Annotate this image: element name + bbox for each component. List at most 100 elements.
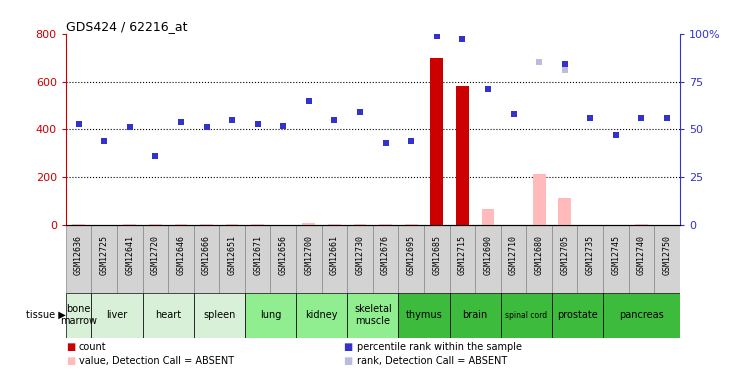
Bar <box>245 292 296 338</box>
Bar <box>91 292 143 338</box>
Bar <box>501 225 526 292</box>
Text: GSM12661: GSM12661 <box>330 235 339 275</box>
Bar <box>379 224 392 225</box>
Bar <box>226 224 238 225</box>
Bar <box>72 224 85 225</box>
Bar <box>398 292 450 338</box>
Text: GSM12656: GSM12656 <box>279 235 288 275</box>
Bar <box>533 174 545 225</box>
Bar <box>124 224 136 225</box>
Text: GSM12671: GSM12671 <box>253 235 262 275</box>
Bar <box>194 292 245 338</box>
Bar <box>270 225 296 292</box>
Text: GSM12715: GSM12715 <box>458 235 467 275</box>
Bar <box>450 292 501 338</box>
Text: liver: liver <box>106 310 128 320</box>
Bar <box>143 225 168 292</box>
Text: percentile rank within the sample: percentile rank within the sample <box>357 342 522 352</box>
Text: GSM12725: GSM12725 <box>99 235 109 275</box>
Bar <box>66 292 91 338</box>
Text: bone
marrow: bone marrow <box>60 304 97 326</box>
Text: GSM12685: GSM12685 <box>432 235 442 275</box>
Bar <box>398 225 424 292</box>
Bar <box>117 225 143 292</box>
Text: prostate: prostate <box>557 310 598 320</box>
Text: GSM12641: GSM12641 <box>125 235 135 275</box>
Text: skeletal
muscle: skeletal muscle <box>354 304 392 326</box>
Bar <box>603 292 680 338</box>
Bar <box>552 225 577 292</box>
Text: brain: brain <box>463 310 488 320</box>
Bar <box>200 224 213 225</box>
Text: rank, Detection Call = ABSENT: rank, Detection Call = ABSENT <box>357 356 507 366</box>
Bar <box>475 225 501 292</box>
Bar <box>373 225 398 292</box>
Text: GSM12646: GSM12646 <box>176 235 186 275</box>
Text: kidney: kidney <box>306 310 338 320</box>
Bar <box>654 225 680 292</box>
Text: GSM12676: GSM12676 <box>381 235 390 275</box>
Bar <box>635 224 648 225</box>
Text: ■: ■ <box>344 356 353 366</box>
Text: spinal cord: spinal cord <box>505 310 548 320</box>
Bar <box>482 210 494 225</box>
Text: GSM12695: GSM12695 <box>406 235 416 275</box>
Text: GDS424 / 62216_at: GDS424 / 62216_at <box>66 20 187 33</box>
Bar <box>456 86 469 225</box>
Text: GSM12730: GSM12730 <box>355 235 365 275</box>
Bar <box>558 198 571 225</box>
Text: tissue ▶: tissue ▶ <box>26 310 66 320</box>
Bar <box>501 292 552 338</box>
Bar <box>629 225 654 292</box>
Text: GSM12705: GSM12705 <box>560 235 569 275</box>
Text: pancreas: pancreas <box>619 310 664 320</box>
Bar <box>450 225 475 292</box>
Text: lung: lung <box>260 310 281 320</box>
Bar <box>143 292 194 338</box>
Bar <box>296 225 322 292</box>
Text: GSM12690: GSM12690 <box>483 235 493 275</box>
Bar <box>322 225 347 292</box>
Bar <box>296 292 347 338</box>
Bar <box>354 224 366 225</box>
Bar <box>251 224 264 225</box>
Bar <box>328 224 341 225</box>
Bar <box>175 224 187 225</box>
Bar <box>526 225 552 292</box>
Bar <box>431 58 443 225</box>
Bar <box>245 225 270 292</box>
Bar <box>347 292 398 338</box>
Bar <box>219 225 245 292</box>
Bar <box>347 225 373 292</box>
Text: ■: ■ <box>66 342 75 352</box>
Bar <box>194 225 219 292</box>
Bar <box>303 223 315 225</box>
Text: GSM12745: GSM12745 <box>611 235 621 275</box>
Text: GSM12636: GSM12636 <box>74 235 83 275</box>
Bar <box>424 225 450 292</box>
Text: GSM12720: GSM12720 <box>151 235 160 275</box>
Bar <box>91 225 117 292</box>
Bar <box>603 225 629 292</box>
Text: value, Detection Call = ABSENT: value, Detection Call = ABSENT <box>79 356 234 366</box>
Text: thymus: thymus <box>406 310 442 320</box>
Bar <box>149 224 162 225</box>
Text: GSM12750: GSM12750 <box>662 235 672 275</box>
Text: ■: ■ <box>66 356 75 366</box>
Text: GSM12735: GSM12735 <box>586 235 595 275</box>
Text: GSM12666: GSM12666 <box>202 235 211 275</box>
Text: ■: ■ <box>344 342 353 352</box>
Text: count: count <box>79 342 107 352</box>
Bar <box>66 225 91 292</box>
Bar <box>168 225 194 292</box>
Text: GSM12651: GSM12651 <box>227 235 237 275</box>
Bar <box>577 225 603 292</box>
Bar <box>405 224 417 225</box>
Bar <box>552 292 603 338</box>
Text: spleen: spleen <box>203 310 235 320</box>
Text: heart: heart <box>155 310 181 320</box>
Text: GSM12740: GSM12740 <box>637 235 646 275</box>
Text: GSM12710: GSM12710 <box>509 235 518 275</box>
Text: GSM12700: GSM12700 <box>304 235 314 275</box>
Text: GSM12680: GSM12680 <box>534 235 544 275</box>
